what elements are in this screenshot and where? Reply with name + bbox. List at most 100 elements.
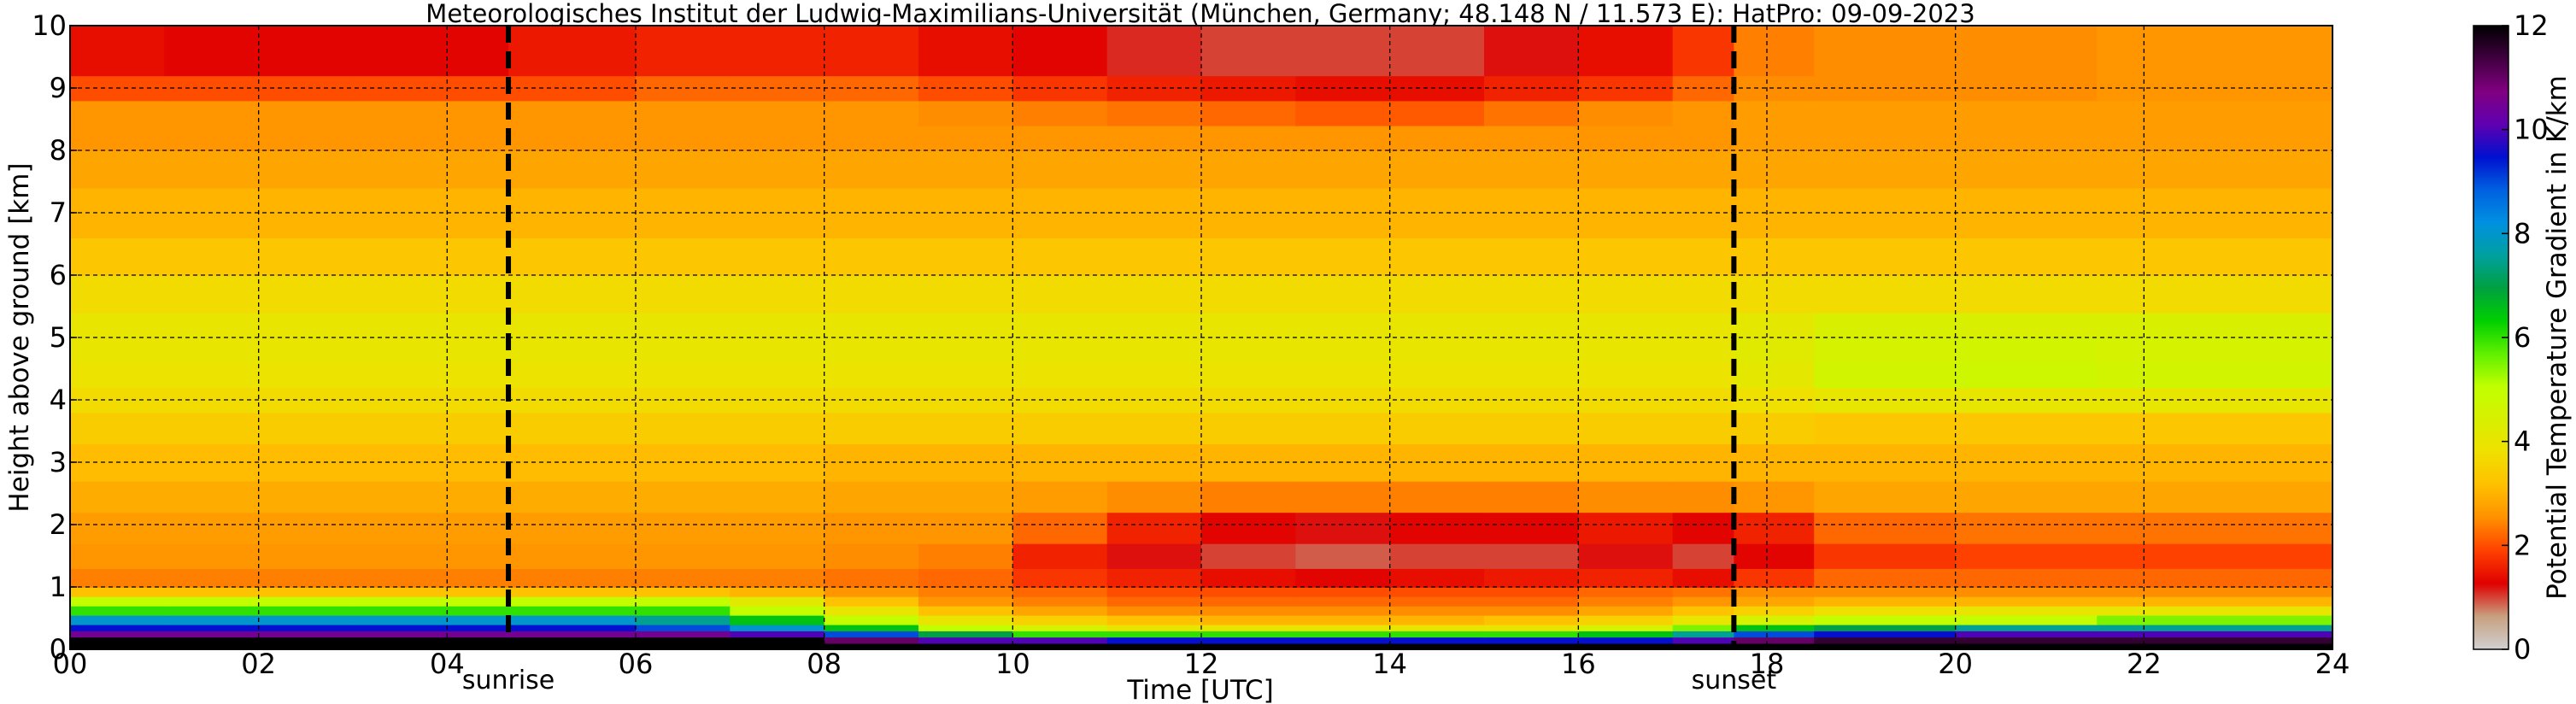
heatmap-cell — [1201, 362, 1297, 389]
heatmap-cell — [730, 512, 825, 544]
heatmap-cell — [1672, 412, 1735, 444]
heatmap-cell — [1578, 125, 1674, 151]
heatmap-cell — [1955, 543, 2098, 569]
heatmap-cell — [70, 631, 166, 638]
heatmap-cell — [1106, 362, 1202, 389]
heatmap-cell — [164, 26, 260, 77]
heatmap-cell — [918, 568, 1014, 588]
heatmap-cell — [1484, 238, 1580, 276]
heatmap-cell — [636, 624, 731, 631]
heatmap-cell — [1672, 543, 1735, 569]
heatmap-cell — [70, 26, 166, 77]
heatmap-cell — [1672, 605, 1735, 616]
heatmap-cell — [918, 26, 1014, 77]
heatmap-cell — [258, 631, 354, 638]
heatmap-cell — [730, 605, 825, 616]
heatmap-cell — [1484, 595, 1580, 607]
heatmap-cell — [730, 275, 825, 314]
heatmap-cell — [1814, 312, 1957, 338]
heatmap-cell — [1955, 337, 2098, 363]
heatmap-cell — [1106, 150, 1202, 189]
heatmap-cell — [1955, 150, 2098, 189]
heatmap-cell — [1578, 631, 1674, 638]
heatmap-cell — [70, 275, 166, 314]
heatmap-cell — [824, 150, 919, 189]
heatmap-cell — [353, 631, 449, 638]
heatmap-cell — [1814, 412, 1957, 444]
heatmap-cell — [1295, 125, 1391, 151]
heatmap-cell — [258, 100, 354, 126]
heatmap-cell — [258, 26, 354, 77]
heatmap-cell — [258, 605, 354, 616]
heatmap-cell — [70, 624, 166, 631]
heatmap-cell — [1201, 412, 1297, 444]
heatmap-cell — [1295, 614, 1391, 625]
x-tick-label: 08 — [807, 648, 842, 680]
heatmap-cell — [636, 238, 731, 276]
heatmap-cell — [1295, 512, 1391, 544]
heatmap-cell — [1578, 595, 1674, 607]
heatmap-cell — [918, 614, 1014, 625]
heatmap-cell — [1295, 642, 1391, 650]
heatmap-cell — [1672, 362, 1735, 389]
y-tick-label: 5 — [50, 321, 67, 354]
x-tick-label: 18 — [1750, 648, 1785, 680]
heatmap-cell — [1012, 412, 1108, 444]
heatmap-cell — [1484, 624, 1580, 631]
heatmap-cell — [824, 543, 919, 569]
heatmap-cell — [258, 125, 354, 151]
heatmap-cell — [824, 614, 919, 625]
x-ticks: 00 02 04 06 08 10 12 14 16 18 20 22 24 — [53, 642, 2350, 680]
heatmap-cell — [508, 412, 637, 444]
heatmap-cell — [730, 26, 825, 77]
grid-lines — [70, 26, 2332, 649]
heatmap-cell — [1734, 605, 1815, 616]
heatmap-cell — [1578, 26, 1674, 77]
heatmap-cell — [1106, 642, 1202, 650]
heatmap-cell — [1814, 568, 1957, 588]
x-tick-label: 04 — [430, 648, 465, 680]
heatmap-cell — [1578, 543, 1674, 569]
heatmap-cell — [636, 587, 731, 597]
heatmap-cell — [1295, 412, 1391, 444]
heatmap-cell — [1106, 26, 1202, 77]
heatmap-cell — [1484, 587, 1580, 597]
heatmap-cell — [258, 543, 354, 569]
heatmap-cell — [258, 362, 354, 389]
heatmap-cell — [70, 595, 166, 607]
heatmap-cell — [508, 568, 637, 588]
heatmap-cell — [824, 480, 919, 513]
heatmap-cell — [258, 512, 354, 544]
heatmap-cell — [258, 595, 354, 607]
heatmap-cell — [918, 631, 1014, 638]
event-lines: sunrise sunset — [462, 26, 1776, 695]
heatmap-cell — [1734, 624, 1815, 631]
heatmap-cell — [447, 614, 509, 625]
heatmap-cell — [1734, 312, 1815, 338]
heatmap-cell — [1814, 100, 1957, 126]
heatmap-cell — [1734, 275, 1815, 314]
heatmap-cell — [1734, 100, 1815, 126]
heatmap-cell — [1955, 275, 2098, 314]
heatmap-cell — [1955, 312, 2098, 338]
heatmap-cell — [1814, 512, 1957, 544]
heatmap-cell — [1672, 624, 1735, 631]
heatmap-cell — [636, 362, 731, 389]
heatmap-cell — [1389, 312, 1485, 338]
heatmap-cell — [730, 125, 825, 151]
heatmap-cell — [508, 595, 637, 607]
heatmap-cell — [1814, 26, 1957, 77]
heatmap-cell — [1672, 568, 1735, 588]
heatmap-cell — [918, 312, 1014, 338]
heatmap-cell — [447, 275, 509, 314]
heatmap-cell — [1201, 595, 1297, 607]
heatmap-cell — [508, 543, 637, 569]
heatmap-cell — [508, 637, 637, 644]
heatmap-cell — [2097, 637, 2333, 644]
heatmap-cell — [1955, 125, 2098, 151]
heatmap-cell — [353, 543, 449, 569]
heatmap-cell — [1106, 125, 1202, 151]
heatmap-cell — [508, 587, 637, 597]
heatmap-cell — [636, 387, 731, 414]
heatmap-cell — [730, 631, 825, 638]
